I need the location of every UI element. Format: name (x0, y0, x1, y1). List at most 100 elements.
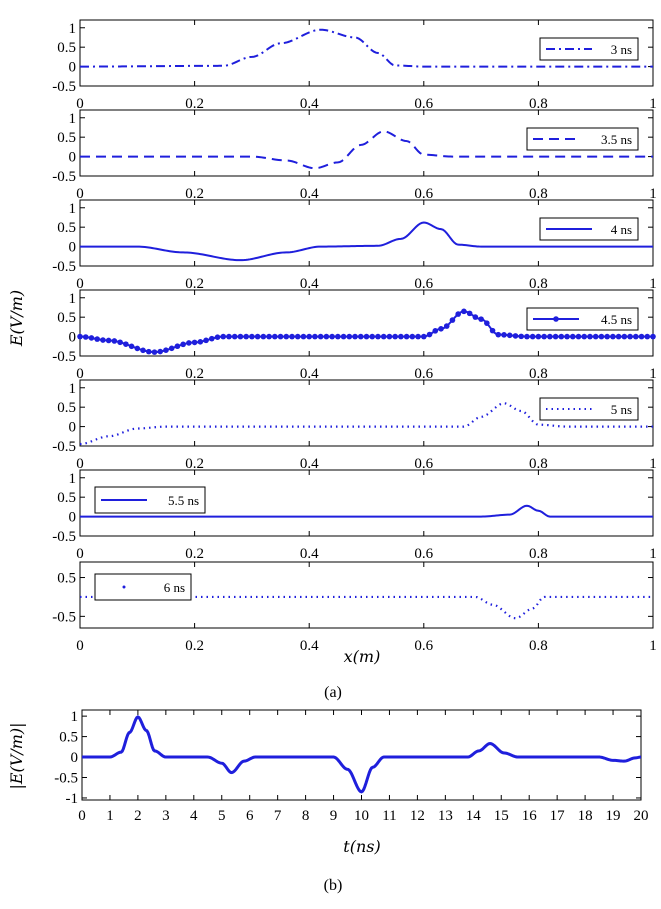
series-marker (575, 333, 582, 340)
series-marker (380, 333, 387, 340)
series-marker (249, 333, 255, 340)
y-tick-label: 0.5 (57, 571, 76, 587)
x-tick-label: 0 (76, 186, 84, 202)
series-marker (650, 333, 656, 340)
y-tick-label: -0.5 (52, 259, 76, 275)
legend-label: 6 ns (164, 580, 185, 595)
y-axis-label-b: |E(V/m)| (7, 722, 26, 789)
series-marker (260, 333, 267, 340)
subplot-frame (79, 109, 654, 177)
subplot-frame (79, 561, 654, 629)
x-tick-label: 1 (649, 456, 657, 472)
x-tick-label: 0.4 (300, 186, 319, 202)
plot-b: 10.50-0.5-10 1 2 3 4 5 6 7 8 9 10 11 12 13 14 15 16 17 18 1… (54, 709, 648, 824)
legend-label: 3 ns (611, 42, 632, 57)
series-marker (524, 333, 530, 340)
series-marker (569, 333, 576, 340)
series-marker (335, 333, 341, 340)
x-tick-label: 0.2 (185, 366, 204, 382)
series-marker (375, 333, 381, 340)
series-marker (294, 333, 301, 340)
plot-b-frame (81, 709, 642, 801)
series-marker (472, 314, 479, 320)
x-tick-label: 5 (218, 808, 226, 824)
series-marker (134, 345, 141, 352)
x-tick-label: 1 (106, 808, 114, 824)
x-axis-label-b: t(ns) (343, 837, 380, 856)
series-marker (105, 337, 112, 344)
y-tick-label: 0 (69, 60, 77, 76)
series-marker (484, 320, 490, 326)
series-marker (506, 332, 513, 339)
series-marker (237, 333, 244, 340)
series-marker (254, 333, 261, 340)
x-tick-label: 4 (190, 808, 198, 824)
y-tick-label: -0.5 (54, 771, 78, 787)
x-tick-label: 8 (302, 808, 310, 824)
series-marker (392, 333, 398, 340)
series-marker (117, 339, 123, 346)
y-tick-label: 0.5 (57, 40, 76, 56)
x-tick-label: 1 (649, 276, 657, 292)
legend-label: 4 ns (611, 222, 632, 237)
y-tick-label: 0.5 (59, 730, 78, 746)
legend-box (526, 127, 639, 151)
x-tick-label: 18 (578, 808, 593, 824)
y-tick-label: 1 (69, 471, 77, 487)
x-tick-label: 0.6 (414, 456, 433, 472)
x-tick-label: 6 (246, 808, 254, 824)
x-tick-label: 0.2 (185, 186, 204, 202)
y-tick-label: 1 (69, 201, 77, 217)
series-marker (312, 333, 318, 340)
y-tick-label: -0.5 (52, 529, 76, 545)
y-tick-label: 1 (71, 709, 79, 725)
series-marker (638, 333, 645, 340)
series-marker (317, 333, 324, 340)
series-marker (409, 333, 416, 340)
y-tick-label: -0.5 (52, 169, 76, 185)
series-marker (564, 333, 570, 340)
series-line-abs-E (82, 715, 642, 794)
y-axis-label-a: E(V/m) (7, 290, 26, 347)
y-tick-label: 1 (69, 111, 77, 127)
subplot-frame (79, 289, 654, 357)
y-tick-label: 1 (69, 291, 77, 307)
x-tick-label: 0.4 (300, 638, 319, 654)
series-marker (644, 333, 651, 340)
x-tick-label: 0.4 (300, 546, 319, 562)
series-marker (243, 333, 249, 340)
x-tick-label: 0.6 (414, 186, 433, 202)
x-tick-label: 0.6 (414, 366, 433, 382)
series-marker (145, 348, 152, 355)
series-marker (77, 333, 83, 340)
series-marker (581, 333, 588, 340)
x-tick-label: 0 (78, 808, 86, 824)
x-tick-label: 11 (382, 808, 396, 824)
series-marker (547, 333, 553, 340)
series-marker (421, 333, 427, 340)
series-marker (592, 333, 599, 340)
x-tick-label: 9 (330, 808, 338, 824)
series-marker (495, 331, 502, 338)
x-tick-label: 0.8 (529, 546, 548, 562)
series-marker (633, 333, 639, 340)
series-marker (226, 333, 232, 340)
x-tick-label: 0.4 (300, 366, 319, 382)
series-marker (449, 317, 456, 323)
y-tick-label: -0.5 (52, 79, 76, 95)
x-tick-label: 13 (438, 808, 453, 824)
series-marker (306, 333, 313, 340)
x-tick-label: 0.2 (185, 96, 204, 112)
subplot-7: 0.5 -0.50 0.2 0.4 0.6 0.8 1 6 ns (52, 561, 657, 654)
series-marker (426, 331, 433, 338)
y-tick-label: 0 (69, 240, 77, 256)
legend-label: 5 ns (611, 402, 632, 417)
series-marker (432, 328, 439, 334)
series-marker (598, 333, 605, 340)
x-tick-label: 0.8 (529, 366, 548, 382)
subplot-frame (79, 19, 654, 87)
series-marker (610, 333, 616, 340)
subplot-frame (79, 379, 654, 447)
series-marker (220, 333, 227, 340)
x-tick-label: 0.4 (300, 96, 319, 112)
